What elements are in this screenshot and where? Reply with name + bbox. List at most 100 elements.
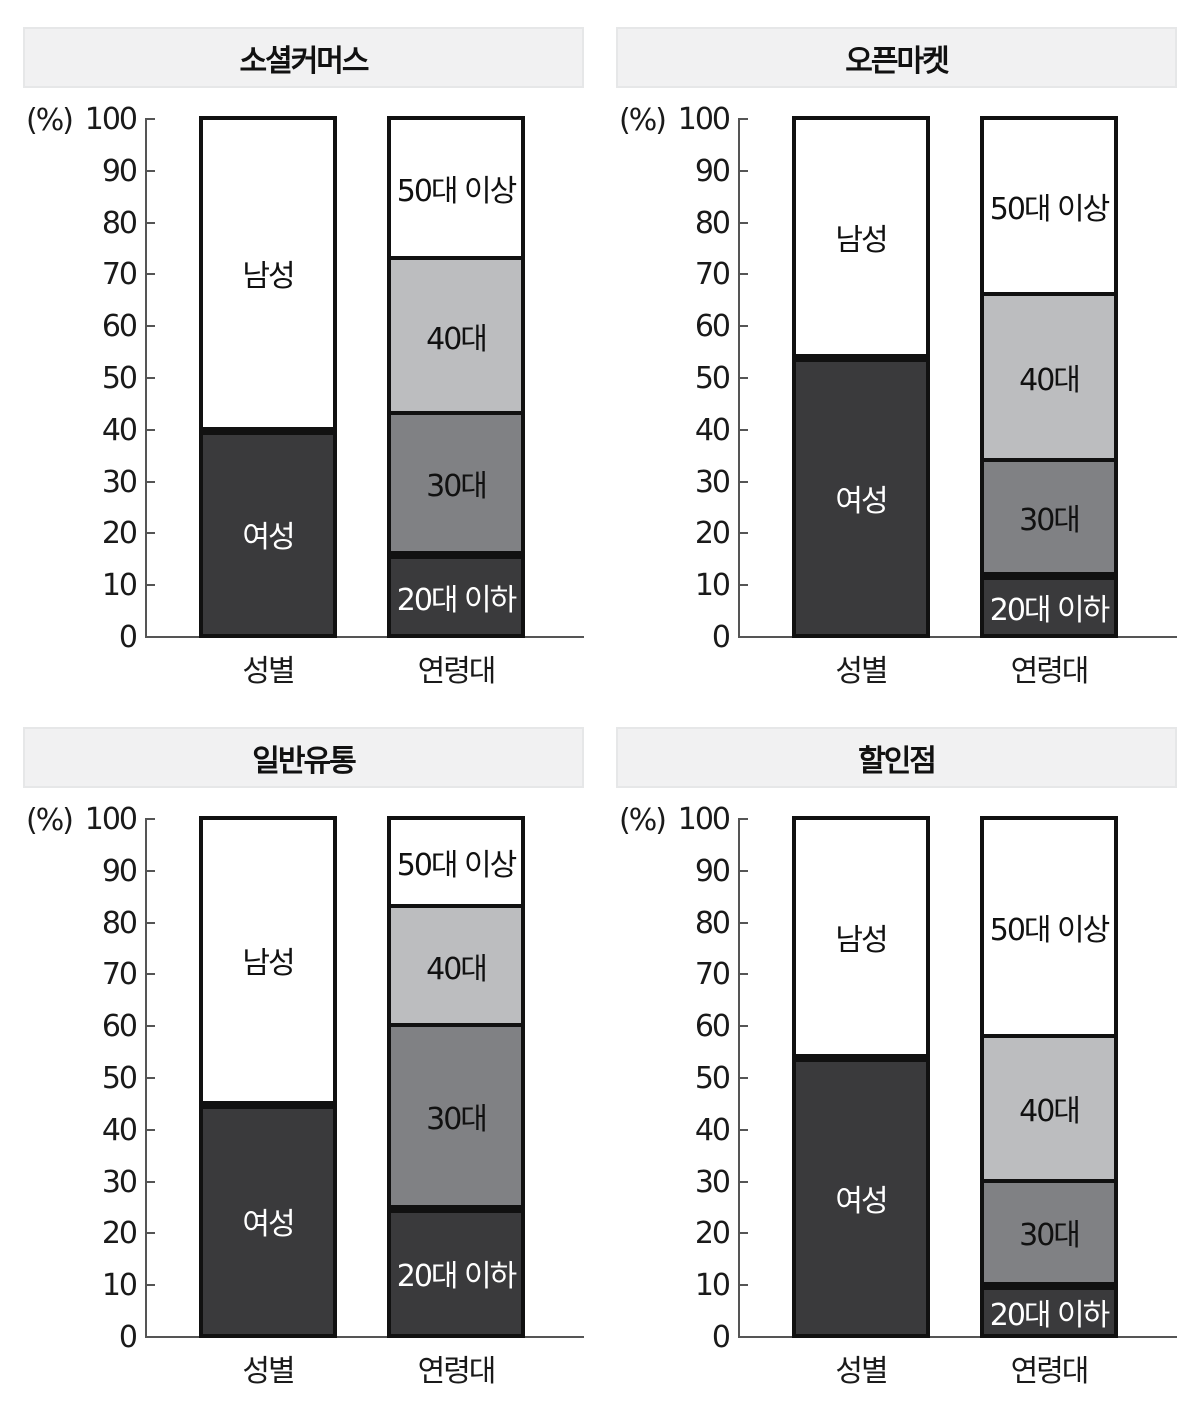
gender-segment: 남성 bbox=[199, 816, 337, 1105]
segment-label: 50대 이상 bbox=[396, 173, 518, 209]
y-tick-label: 0 bbox=[118, 1320, 138, 1355]
gender-segment: 여성 bbox=[199, 1104, 337, 1338]
gender-segment: 남성 bbox=[792, 816, 930, 1059]
y-tick-label: 0 bbox=[118, 620, 138, 655]
y-tick-mark bbox=[145, 818, 155, 820]
y-tick-label: 70 bbox=[694, 257, 731, 293]
gender-stacked-bar: 여성 남성 bbox=[199, 816, 337, 1338]
panel-title: 할인점 bbox=[616, 727, 1177, 788]
age-stacked-bar: 20대 이하 30대 40대 50대 이상 bbox=[387, 816, 525, 1338]
age-segment: 20대 이하 bbox=[387, 1208, 525, 1338]
segment-label: 여성 bbox=[242, 520, 295, 556]
age-segment: 30대 bbox=[387, 411, 525, 556]
segment-label: 남성 bbox=[242, 259, 295, 295]
x-axis-baseline bbox=[738, 636, 1177, 638]
y-tick-mark bbox=[738, 169, 748, 172]
gender-segment: 여성 bbox=[199, 430, 337, 638]
y-tick-label: 80 bbox=[101, 905, 138, 941]
y-tick-label: 90 bbox=[694, 153, 731, 189]
y-tick-label: 100 bbox=[677, 102, 731, 137]
y-tick-mark bbox=[738, 1232, 748, 1235]
y-tick-mark bbox=[145, 169, 155, 172]
y-tick-label: 0 bbox=[711, 1320, 731, 1355]
segment-label: 여성 bbox=[242, 1207, 295, 1243]
y-tick-label: 10 bbox=[694, 1268, 731, 1304]
y-tick-mark bbox=[145, 532, 155, 535]
y-tick-mark bbox=[145, 325, 155, 328]
segment-label: 40대 bbox=[426, 951, 488, 987]
y-tick-label: 10 bbox=[101, 1268, 138, 1304]
y-tick-label: 40 bbox=[694, 1112, 731, 1148]
y-axis-unit-label: (%) bbox=[619, 103, 667, 138]
segment-label: 50대 이상 bbox=[989, 912, 1111, 948]
y-axis-unit-label: (%) bbox=[26, 103, 74, 138]
y-tick-mark bbox=[145, 480, 155, 483]
y-tick-label: 70 bbox=[694, 957, 731, 993]
category-label-age: 연령대 bbox=[417, 1354, 497, 1389]
y-tick-mark bbox=[738, 1284, 748, 1287]
y-tick-label: 0 bbox=[711, 620, 731, 655]
y-tick-mark bbox=[738, 428, 748, 431]
y-tick-label: 30 bbox=[694, 1164, 731, 1200]
x-axis-baseline bbox=[145, 636, 584, 638]
y-tick-mark bbox=[145, 273, 155, 276]
y-tick-label: 60 bbox=[694, 309, 731, 345]
y-tick-label: 20 bbox=[101, 1216, 138, 1252]
y-tick-label: 20 bbox=[101, 516, 138, 552]
y-tick-label: 50 bbox=[101, 361, 138, 396]
panel-title: 일반유통 bbox=[23, 727, 584, 788]
y-tick-label: 100 bbox=[677, 802, 731, 837]
age-segment: 30대 bbox=[387, 1023, 525, 1209]
y-tick-label: 60 bbox=[694, 1009, 731, 1045]
chart-panel-1: 오픈마켓 (%) 100 90 80 70 60 50 40 30 20 10 0 여성 남성 20대… bbox=[593, 0, 1193, 700]
gender-stacked-bar: 여성 남성 bbox=[792, 116, 930, 638]
y-tick-mark bbox=[738, 377, 748, 379]
y-tick-mark bbox=[145, 1284, 155, 1287]
gender-stacked-bar: 여성 남성 bbox=[199, 116, 337, 638]
gender-segment: 여성 bbox=[792, 358, 930, 638]
age-segment: 20대 이하 bbox=[387, 555, 525, 638]
y-tick-label: 90 bbox=[101, 853, 138, 889]
segment-label: 50대 이상 bbox=[396, 848, 518, 884]
age-segment: 20대 이하 bbox=[980, 1286, 1118, 1338]
y-tick-label: 30 bbox=[101, 1164, 138, 1200]
category-label-gender: 성별 bbox=[835, 1354, 888, 1389]
age-segment: 40대 bbox=[387, 904, 525, 1028]
y-tick-label: 30 bbox=[694, 464, 731, 500]
y-tick-label: 80 bbox=[694, 205, 731, 241]
y-tick-mark bbox=[738, 325, 748, 328]
y-tick-mark bbox=[145, 1077, 155, 1079]
y-tick-label: 50 bbox=[694, 361, 731, 396]
gender-stacked-bar: 여성 남성 bbox=[792, 816, 930, 1338]
category-label-age: 연령대 bbox=[417, 654, 497, 689]
y-tick-label: 20 bbox=[694, 1216, 731, 1252]
segment-label: 20대 이하 bbox=[989, 1298, 1111, 1334]
y-tick-mark bbox=[145, 1128, 155, 1131]
y-tick-mark bbox=[738, 818, 748, 820]
category-label-age: 연령대 bbox=[1010, 1354, 1090, 1389]
y-axis-unit-label: (%) bbox=[619, 803, 667, 838]
y-tick-mark bbox=[145, 428, 155, 431]
panel-title: 소셜커머스 bbox=[23, 27, 584, 88]
y-tick-mark bbox=[738, 1025, 748, 1028]
y-tick-mark bbox=[738, 973, 748, 976]
y-tick-label: 10 bbox=[694, 568, 731, 604]
y-tick-mark bbox=[738, 584, 748, 587]
y-tick-mark bbox=[738, 921, 748, 924]
y-tick-label: 50 bbox=[694, 1061, 731, 1096]
chart-panel-3: 할인점 (%) 100 90 80 70 60 50 40 30 20 10 0 여성 남성 20대 … bbox=[593, 700, 1193, 1400]
y-tick-mark bbox=[145, 221, 155, 224]
age-segment: 20대 이하 bbox=[980, 575, 1118, 638]
y-tick-label: 90 bbox=[694, 853, 731, 889]
panel-title: 오픈마켓 bbox=[616, 27, 1177, 88]
gender-segment: 남성 bbox=[199, 116, 337, 431]
y-tick-label: 80 bbox=[694, 905, 731, 941]
segment-label: 남성 bbox=[835, 223, 888, 259]
y-tick-mark bbox=[738, 480, 748, 483]
x-axis-baseline bbox=[738, 1336, 1177, 1338]
y-tick-mark bbox=[145, 584, 155, 587]
age-stacked-bar: 20대 이하 30대 40대 50대 이상 bbox=[387, 116, 525, 638]
y-tick-mark bbox=[738, 532, 748, 535]
segment-label: 40대 bbox=[426, 321, 488, 357]
y-tick-mark bbox=[738, 221, 748, 224]
